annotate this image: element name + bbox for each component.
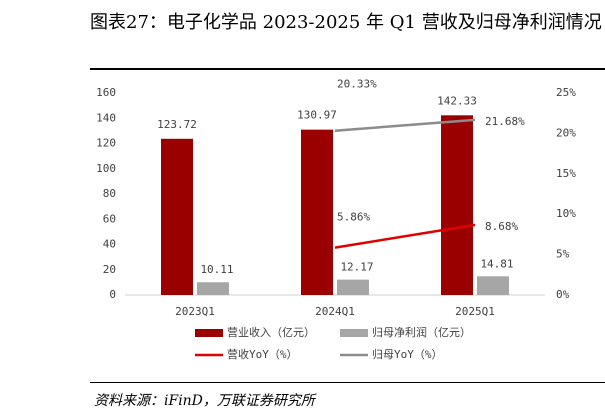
y2-tick-label: 5%	[556, 248, 570, 261]
bar	[301, 129, 333, 295]
legend-swatch	[340, 329, 368, 337]
line-label: 20.33%	[337, 78, 377, 91]
y-tick-label: 160	[96, 86, 116, 99]
bar-label: 142.33	[437, 94, 477, 107]
y-tick-label: 80	[103, 187, 116, 200]
y2-tick-label: 15%	[556, 167, 576, 180]
legend-label: 营收YoY（%）	[227, 347, 298, 361]
bar	[161, 138, 193, 295]
bar	[441, 115, 473, 295]
line-label: 5.86%	[337, 211, 370, 224]
line	[334, 118, 476, 132]
bar-label: 14.81	[480, 257, 513, 270]
chart-title: 图表27：电子化学品 2023-2025 年 Q1 营收及归母净利润情况	[90, 12, 602, 33]
source: 资料来源：iFinD，万联证券研究所	[94, 393, 315, 409]
y-tick-label: 100	[96, 162, 116, 175]
y-tick-label: 120	[96, 137, 116, 150]
line	[334, 223, 476, 249]
bar	[337, 279, 369, 295]
bar-label: 130.97	[297, 109, 337, 122]
bar-label: 12.17	[340, 261, 373, 274]
x-tick-label: 2023Q1	[175, 305, 215, 318]
y-tick-label: 140	[96, 111, 116, 124]
legend-label: 归母YoY（%）	[372, 347, 443, 361]
x-tick-label: 2024Q1	[315, 305, 355, 318]
legend-label: 归母净利润（亿元）	[372, 325, 471, 339]
x-tick-label: 2025Q1	[455, 305, 495, 318]
legend-swatch	[195, 329, 223, 337]
y-tick-label: 40	[103, 238, 116, 251]
bar	[197, 282, 229, 295]
y2-tick-label: 10%	[556, 207, 576, 220]
legend-label: 营业收入（亿元）	[227, 325, 315, 339]
bar-label: 123.72	[157, 118, 197, 131]
y-tick-label: 20	[103, 263, 116, 276]
source-rule	[90, 382, 605, 383]
line-label: 21.68%	[485, 115, 525, 128]
y2-tick-label: 0%	[556, 288, 570, 301]
bar	[477, 276, 509, 295]
y-tick-label: 60	[103, 212, 116, 225]
line-label: 8.68%	[485, 220, 518, 233]
y2-tick-label: 20%	[556, 126, 576, 139]
chart: 0 20 40 60 80 100 120 140 160 0% 5% 10% 15% 20% 25% 202…	[96, 78, 576, 361]
title-rule	[90, 68, 605, 70]
y-tick-label: 0	[109, 288, 116, 301]
y2-tick-label: 25%	[556, 86, 576, 99]
bar-label: 10.11	[200, 263, 233, 276]
